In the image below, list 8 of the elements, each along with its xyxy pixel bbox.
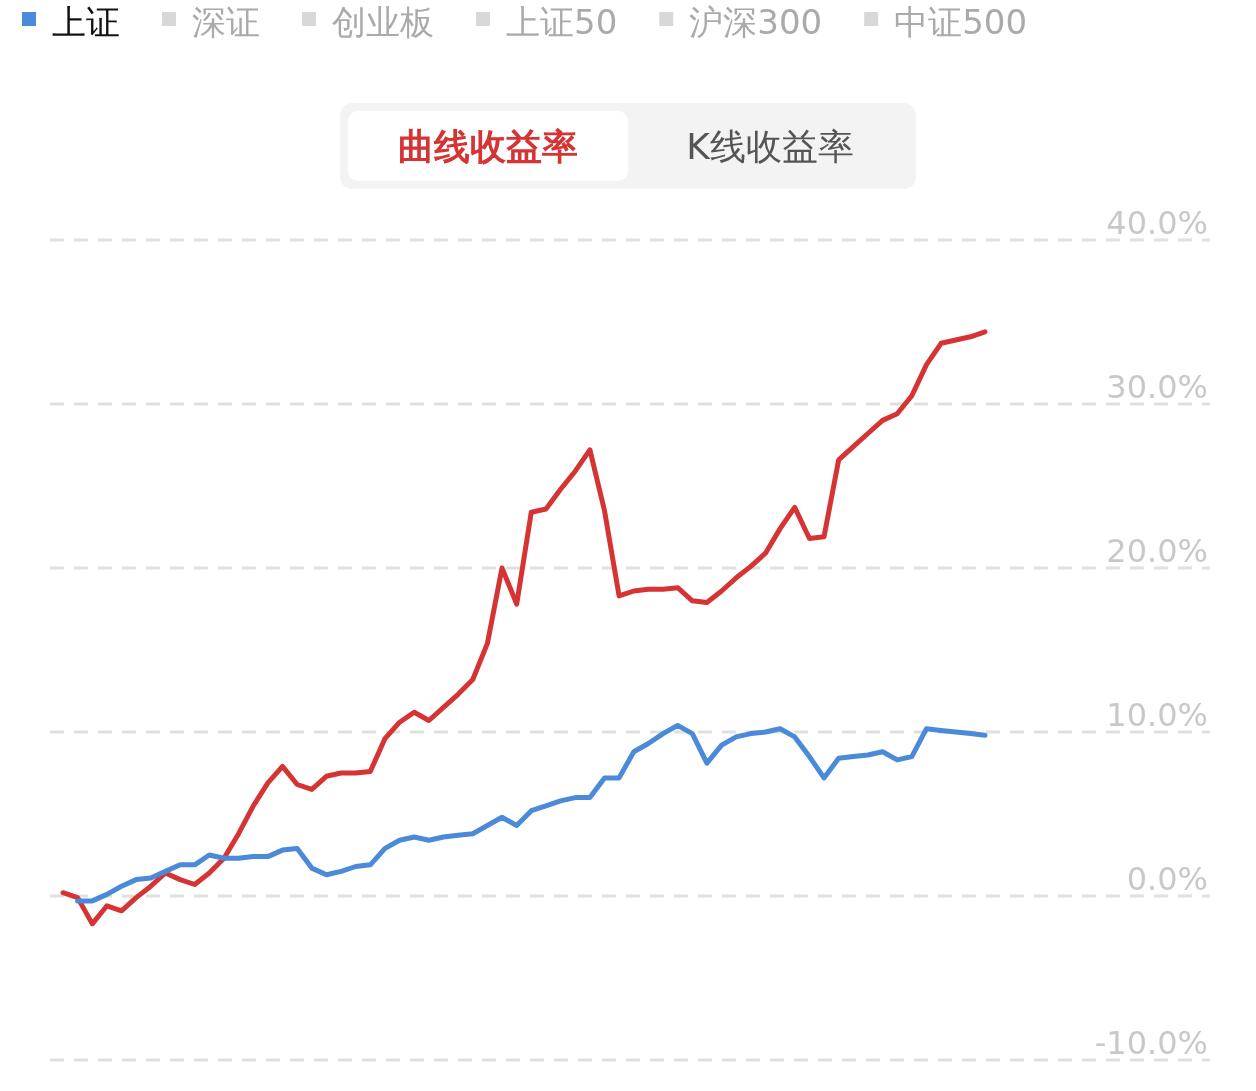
legend-label: 上证	[52, 2, 120, 42]
legend-item: 上证	[22, 2, 120, 42]
legend-item: 深证	[162, 2, 260, 42]
legend-item: 中证500	[864, 2, 1028, 42]
tabs: 曲线收益率 K线收益率	[340, 103, 916, 189]
legend-item: 创业板	[302, 2, 434, 42]
legend-item: 上证50	[476, 2, 618, 42]
legend-item: 沪深300	[659, 2, 823, 42]
